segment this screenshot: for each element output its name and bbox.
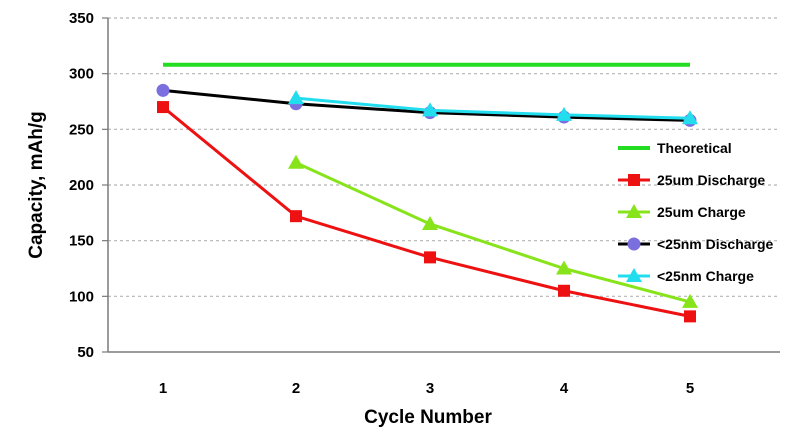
legend-label: Theoretical bbox=[657, 140, 732, 156]
x-tick-label: 1 bbox=[159, 380, 167, 397]
y-tick-label: 350 bbox=[69, 10, 94, 27]
series-25um-charge bbox=[288, 154, 698, 308]
x-axis-title: Cycle Number bbox=[364, 407, 492, 428]
legend-item: 25um Charge bbox=[618, 204, 746, 220]
data-point-triangle bbox=[422, 215, 438, 230]
data-point-square bbox=[628, 174, 640, 186]
series-group bbox=[156, 62, 698, 323]
series-line bbox=[295, 161, 691, 304]
data-point-square bbox=[424, 251, 436, 264]
data-point-triangle bbox=[422, 102, 438, 117]
data-point-circle bbox=[627, 237, 641, 251]
data-point-triangle bbox=[682, 293, 698, 308]
legend-item: 25um Discharge bbox=[618, 172, 765, 188]
data-point-triangle bbox=[288, 154, 304, 169]
y-tick-label: 200 bbox=[69, 177, 94, 194]
data-point-square bbox=[290, 210, 302, 223]
data-point-triangle bbox=[626, 204, 642, 218]
y-tick-labels: 50 100 150 200 250 300 350 bbox=[69, 10, 108, 361]
series-25um-discharge bbox=[157, 101, 696, 323]
data-point-triangle bbox=[556, 260, 572, 275]
y-tick-label: 250 bbox=[69, 121, 94, 138]
y-tick-label: 50 bbox=[77, 344, 94, 361]
legend-item: <25nm Charge bbox=[618, 268, 754, 284]
data-point-square bbox=[157, 101, 169, 114]
legend-label: <25nm Charge bbox=[657, 268, 754, 284]
y-tick-label: 100 bbox=[69, 288, 94, 305]
grid-lines bbox=[108, 17, 780, 297]
series--25nm-discharge bbox=[156, 83, 697, 127]
x-tick-label: 4 bbox=[560, 380, 569, 397]
y-tick-label: 150 bbox=[69, 233, 94, 250]
legend-label: 25um Charge bbox=[657, 204, 746, 220]
data-point-circle bbox=[156, 83, 170, 97]
x-tick-labels: 1 2 3 4 5 bbox=[159, 380, 694, 397]
data-point-triangle bbox=[288, 90, 304, 105]
series-line bbox=[295, 96, 691, 120]
legend-item: Theoretical bbox=[618, 140, 732, 156]
data-point-triangle bbox=[556, 106, 572, 121]
y-axis-title: Capacity, mAh/g bbox=[26, 111, 47, 258]
data-point-square bbox=[558, 284, 570, 297]
x-tick-label: 2 bbox=[292, 380, 300, 397]
legend-item: <25nm Discharge bbox=[618, 236, 774, 252]
legend-label: 25um Discharge bbox=[657, 172, 765, 188]
data-point-triangle bbox=[682, 110, 698, 125]
y-tick-label: 300 bbox=[69, 66, 94, 83]
data-point-square bbox=[684, 310, 696, 323]
data-point-triangle bbox=[626, 268, 642, 282]
series-line bbox=[162, 105, 691, 318]
x-tick-label: 3 bbox=[426, 380, 434, 397]
series--25nm-charge bbox=[288, 90, 698, 125]
x-tick-label: 5 bbox=[686, 380, 694, 397]
legend-label: <25nm Discharge bbox=[657, 236, 774, 252]
legend: Theoretical 25um Discharge 25um Charge <25n… bbox=[618, 140, 774, 284]
